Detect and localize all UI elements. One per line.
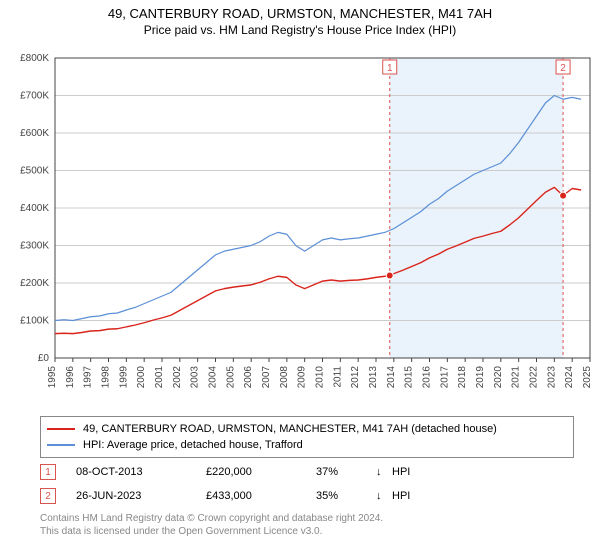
svg-text:2000: 2000 xyxy=(136,366,147,389)
svg-text:£600K: £600K xyxy=(20,128,49,139)
svg-text:2: 2 xyxy=(560,63,566,74)
svg-text:2001: 2001 xyxy=(154,366,165,389)
svg-text:2003: 2003 xyxy=(190,366,201,389)
transaction-price: £220,000 xyxy=(206,466,316,478)
svg-text:2018: 2018 xyxy=(457,366,468,389)
svg-text:1998: 1998 xyxy=(101,366,112,389)
transaction-pct: 37% xyxy=(316,466,376,478)
chart-subtitle: Price paid vs. HM Land Registry's House … xyxy=(0,23,600,37)
legend-label: HPI: Average price, detached house, Traf… xyxy=(83,439,303,451)
legend-label: 49, CANTERBURY ROAD, URMSTON, MANCHESTER… xyxy=(83,423,497,435)
table-row: 2 26-JUN-2023 £433,000 35% ↓ HPI xyxy=(40,484,560,508)
svg-text:2021: 2021 xyxy=(511,366,522,389)
svg-text:2024: 2024 xyxy=(564,366,575,389)
svg-text:2019: 2019 xyxy=(475,366,486,389)
transaction-date: 26-JUN-2023 xyxy=(76,490,206,502)
svg-text:£400K: £400K xyxy=(20,203,49,214)
svg-text:2012: 2012 xyxy=(350,366,361,389)
legend-swatch xyxy=(47,428,75,430)
marker-badge: 1 xyxy=(40,464,56,480)
svg-text:2006: 2006 xyxy=(243,366,254,389)
arrow-down-icon: ↓ xyxy=(376,490,392,502)
legend-item: HPI: Average price, detached house, Traf… xyxy=(47,437,567,453)
svg-text:1995: 1995 xyxy=(47,366,58,389)
svg-text:£100K: £100K xyxy=(20,316,49,327)
transaction-table: 1 08-OCT-2013 £220,000 37% ↓ HPI 2 26-JU… xyxy=(40,460,560,508)
transaction-date: 08-OCT-2013 xyxy=(76,466,206,478)
svg-text:£500K: £500K xyxy=(20,166,49,177)
legend-swatch xyxy=(47,444,75,446)
svg-text:2023: 2023 xyxy=(546,366,557,389)
svg-text:2017: 2017 xyxy=(439,366,450,389)
legend-item: 49, CANTERBURY ROAD, URMSTON, MANCHESTER… xyxy=(47,421,567,437)
svg-text:2013: 2013 xyxy=(368,366,379,389)
table-row: 1 08-OCT-2013 £220,000 37% ↓ HPI xyxy=(40,460,560,484)
arrow-down-icon: ↓ xyxy=(376,466,392,478)
transaction-suffix: HPI xyxy=(392,466,432,478)
transaction-suffix: HPI xyxy=(392,490,432,502)
svg-text:2014: 2014 xyxy=(386,366,397,389)
marker-badge: 2 xyxy=(40,488,56,504)
svg-text:2011: 2011 xyxy=(332,366,343,388)
svg-text:2025: 2025 xyxy=(582,366,593,389)
footer-line: This data is licensed under the Open Gov… xyxy=(40,525,383,538)
transaction-price: £433,000 xyxy=(206,490,316,502)
svg-text:2002: 2002 xyxy=(172,366,183,389)
transaction-pct: 35% xyxy=(316,490,376,502)
svg-text:2010: 2010 xyxy=(315,366,326,389)
chart-plot-area: £0 £100K £200K £300K £400K £500K £600K £700K £80… xyxy=(0,48,600,408)
chart-svg: £0 £100K £200K £300K £400K £500K £600K £700K £80… xyxy=(0,48,600,408)
footer-attribution: Contains HM Land Registry data © Crown c… xyxy=(40,512,383,538)
svg-text:2008: 2008 xyxy=(279,366,290,389)
chart-container: 49, CANTERBURY ROAD, URMSTON, MANCHESTER… xyxy=(0,0,600,560)
svg-text:2004: 2004 xyxy=(208,366,219,389)
svg-text:£0: £0 xyxy=(38,353,50,364)
svg-text:£700K: £700K xyxy=(20,91,49,102)
svg-text:1997: 1997 xyxy=(83,366,94,389)
svg-text:2020: 2020 xyxy=(493,366,504,389)
svg-text:2022: 2022 xyxy=(529,366,540,389)
svg-text:2005: 2005 xyxy=(225,366,236,389)
svg-text:£300K: £300K xyxy=(20,241,49,252)
svg-text:1: 1 xyxy=(387,63,393,74)
svg-text:2009: 2009 xyxy=(297,366,308,389)
svg-text:£800K: £800K xyxy=(20,53,49,64)
svg-text:2015: 2015 xyxy=(404,366,415,389)
legend: 49, CANTERBURY ROAD, URMSTON, MANCHESTER… xyxy=(40,416,574,458)
svg-text:2007: 2007 xyxy=(261,366,272,389)
chart-title: 49, CANTERBURY ROAD, URMSTON, MANCHESTER… xyxy=(0,6,600,21)
svg-text:2016: 2016 xyxy=(422,366,433,389)
title-block: 49, CANTERBURY ROAD, URMSTON, MANCHESTER… xyxy=(0,0,600,37)
svg-text:£200K: £200K xyxy=(20,278,49,289)
footer-line: Contains HM Land Registry data © Crown c… xyxy=(40,512,383,525)
svg-text:1996: 1996 xyxy=(65,366,76,389)
svg-text:1999: 1999 xyxy=(118,366,129,389)
